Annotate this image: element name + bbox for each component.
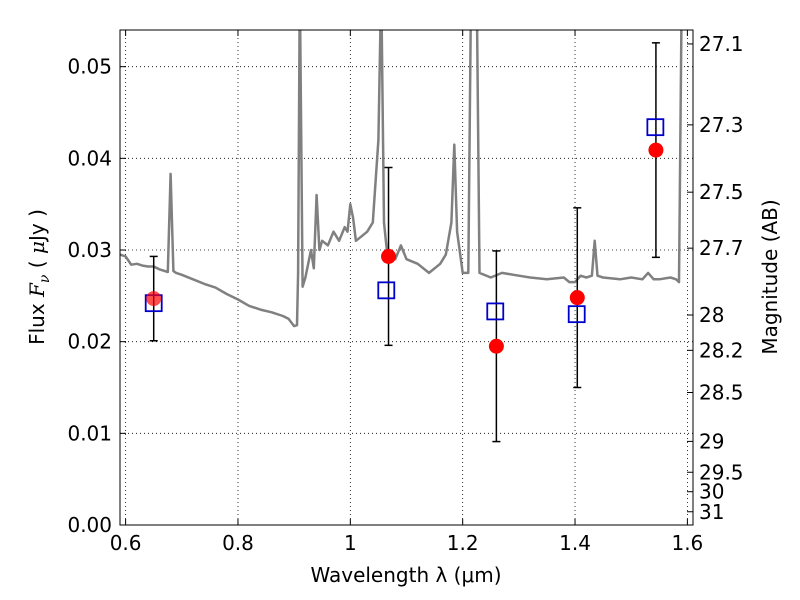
plot-area — [120, 30, 683, 443]
y2-tick-label: 27.1 — [699, 32, 744, 56]
y2-tick-label: 28.2 — [699, 338, 744, 362]
x-tick-label: 0.6 — [110, 531, 142, 555]
y2-tick-label: 29 — [699, 429, 724, 453]
y2-tick-label: 28.5 — [699, 381, 744, 405]
grid-lines — [120, 30, 693, 526]
x-tick-label: 1.2 — [447, 531, 479, 555]
model-photometry-square — [646, 118, 665, 137]
observed-flux-point — [381, 248, 397, 264]
model-photometry-square — [377, 281, 396, 300]
model-spectrum-line — [120, 30, 683, 328]
y-axis-title: Flux Fν ( μJy ) — [25, 209, 53, 345]
y-tick-label: 0.04 — [67, 146, 112, 170]
y2-axis-title: Magnitude (AB) — [758, 199, 782, 354]
x-axis-title: Wavelength λ (μm) — [310, 563, 501, 587]
x-tick-label: 1.4 — [559, 531, 591, 555]
model-photometry-square — [567, 305, 586, 324]
observed-flux-point — [146, 291, 162, 307]
y2-tick-label: 30 — [699, 480, 724, 504]
y-tick-label: 0.02 — [67, 330, 112, 354]
observed-flux-point — [488, 338, 504, 354]
y2-tick-label: 31 — [699, 500, 724, 524]
y-tick-label: 0.01 — [67, 421, 112, 445]
y-tick-label: 0.03 — [67, 238, 112, 262]
y-tick-label: 0.05 — [67, 55, 112, 79]
y2-tick-label: 29.5 — [699, 460, 744, 484]
y-tick-label: 0.00 — [67, 513, 112, 537]
y2-tick-label: 27.3 — [699, 113, 744, 137]
observed-flux-point — [648, 142, 664, 158]
y2-tick-label: 27.5 — [699, 180, 744, 204]
y2-tick-label: 27.7 — [699, 236, 744, 260]
x-tick-label: 1.6 — [671, 531, 703, 555]
plot-frame — [119, 29, 694, 526]
x-tick-label: 0.8 — [222, 531, 254, 555]
y2-tick-label: 28 — [699, 303, 724, 327]
axis-ticks: 0.6 0.8 1 1.2 1.4 1.6 0.00 0.01 0.02 0.03 0.04 0.05… — [67, 30, 744, 555]
model-photometry-square — [486, 302, 505, 321]
x-tick-label: 1 — [344, 531, 357, 555]
observed-flux-point — [569, 290, 585, 306]
